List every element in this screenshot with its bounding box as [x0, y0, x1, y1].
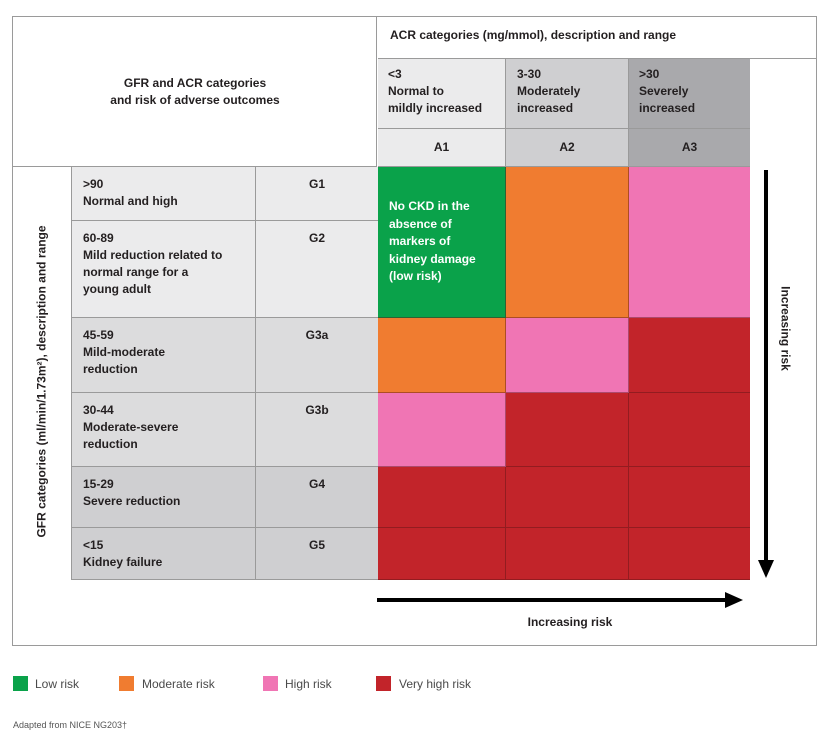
risk-cell-g5-a3 — [629, 528, 750, 580]
gfr-code-g3b: G3b — [256, 393, 378, 467]
acr-header-a2 — [506, 59, 629, 129]
gfr-desc-g4 — [72, 467, 256, 528]
no-ckd-note: No CKD in the absence of markers of kidn… — [389, 199, 476, 283]
legend-swatch-moderate — [119, 676, 134, 691]
risk-cell-g3b-a1 — [378, 393, 506, 467]
risk-cell-g4-a1 — [378, 467, 506, 528]
risk-cell-g1-a2 — [506, 167, 629, 221]
table-title: GFR and ACR categories and risk of adver… — [110, 76, 280, 107]
legend-label-very-high: Very high risk — [399, 677, 472, 691]
gfr-desc-text-g5: <15 Kidney failure — [83, 538, 163, 569]
risk-cell-g3b-a2 — [506, 393, 629, 467]
gfr-desc-text-g3a: 45-59 Mild-moderate reduction — [83, 328, 166, 376]
acr-code-a3: A3 — [629, 129, 750, 167]
vertical-risk-arrow — [758, 170, 774, 578]
acr-desc-a2: 3-30 Moderately increased — [517, 67, 581, 115]
gfr-desc-g1 — [72, 167, 256, 221]
risk-cell-g1-a1 — [378, 167, 506, 221]
legend-swatch-low — [13, 676, 28, 691]
gfr-code-g5: G5 — [256, 528, 378, 580]
gfr-desc-text-g2: 60-89 Mild reduction related to normal r… — [83, 231, 223, 296]
risk-cell-g1-a3 — [629, 167, 750, 221]
gfr-desc-g2 — [72, 221, 256, 318]
acr-code-a2: A2 — [506, 129, 629, 167]
legend-label-low: Low risk — [35, 677, 80, 691]
gfr-code-g3a: G3a — [256, 318, 378, 393]
acr-title: ACR categories (mg/mmol), description an… — [390, 28, 677, 42]
gfr-desc-g3b — [72, 393, 256, 467]
gfr-desc-text-g3b: 30-44 Moderate-severe reduction — [83, 403, 179, 451]
legend-swatch-high — [263, 676, 278, 691]
gfr-axis-label-cell — [13, 167, 72, 580]
acr-header-a1 — [378, 59, 506, 129]
risk-cell-g3a-a2 — [506, 318, 629, 393]
acr-desc-a3: >30 Severely increased — [639, 67, 696, 115]
footnote: Adapted from NICE NG203† — [13, 720, 128, 730]
gfr-code-g4: G4 — [256, 467, 378, 528]
risk-cell-g2-a3 — [629, 221, 750, 318]
gfr-axis-label: GFR categories (ml/min/1.73m²), descript… — [34, 225, 49, 538]
acr-title-cell — [378, 17, 816, 59]
horizontal-risk-arrow — [377, 592, 743, 608]
legend-label-high: High risk — [285, 677, 332, 691]
risk-cell-g3b-a3 — [629, 393, 750, 467]
legend-swatch-very-high — [376, 676, 391, 691]
acr-code-a1: A1 — [378, 129, 506, 167]
risk-cell-g5-a2 — [506, 528, 629, 580]
risk-cell-g4-a3 — [629, 467, 750, 528]
risk-cell-g3a-a3 — [629, 318, 750, 393]
vertical-risk-label: Increasing risk — [778, 286, 793, 371]
acr-desc-a1: <3 Normal to mildly increased — [388, 67, 483, 115]
risk-grid — [378, 167, 750, 580]
gfr-desc-text-g4: 15-29 Severe reduction — [83, 477, 181, 508]
risk-cell-g5-a1 — [378, 528, 506, 580]
gfr-desc-g3a — [72, 318, 256, 393]
gfr-code-g1: G1 — [256, 167, 378, 221]
horizontal-risk-label: Increasing risk — [527, 615, 613, 629]
gfr-code-g2: G2 — [256, 221, 378, 318]
risk-cell-g2-a1 — [378, 221, 506, 318]
gfr-desc-g5 — [72, 528, 256, 580]
risk-cell-g3a-a1 — [378, 318, 506, 393]
acr-header-a3 — [629, 59, 750, 129]
gfr-desc-text-g1: >90 Normal and high — [83, 177, 178, 208]
legend-label-moderate: Moderate risk — [142, 677, 215, 691]
table-title-cell — [13, 17, 377, 167]
risk-cell-g4-a2 — [506, 467, 629, 528]
risk-cell-g2-a2 — [506, 221, 629, 318]
